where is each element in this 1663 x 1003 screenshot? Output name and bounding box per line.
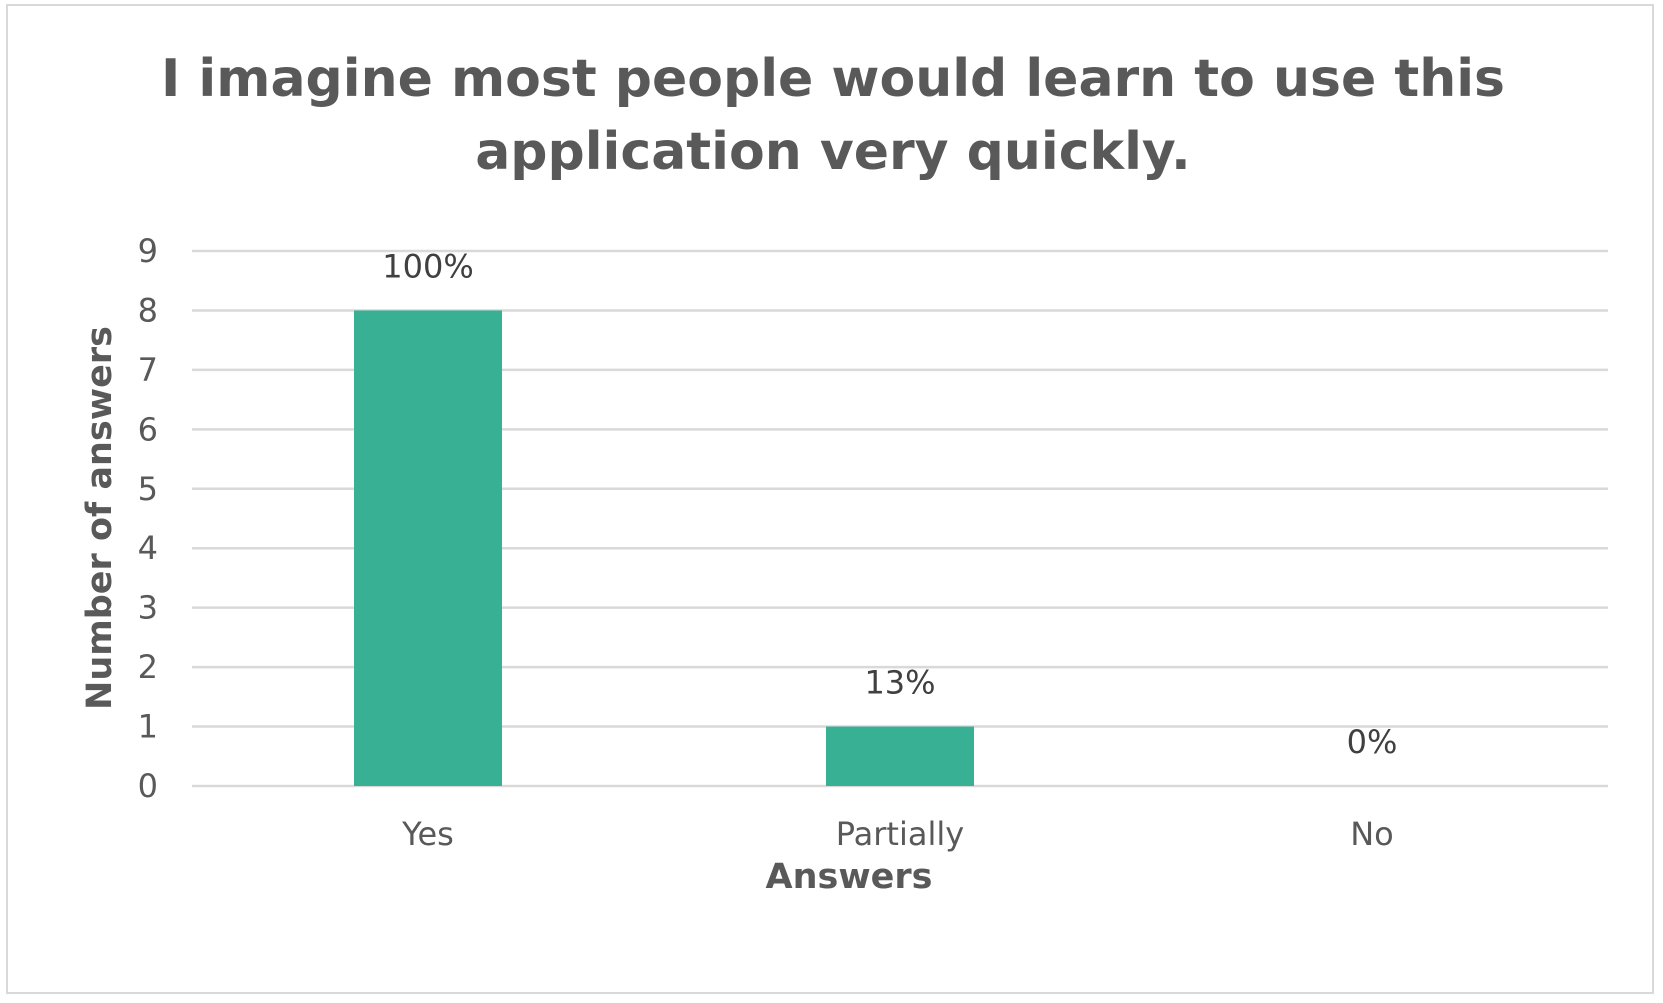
y-axis-title: Number of answers [80,326,120,710]
y-tick-label-4: 4 [138,529,158,567]
bar-yes [354,310,502,786]
x-tick-label-no: No [1350,815,1394,853]
y-tick-label-6: 6 [138,410,158,448]
y-tick-label-0: 0 [138,767,158,805]
bar-partially [826,726,974,786]
bar-chart: I imagine most people would learn to use… [80,49,1608,897]
data-labels: 100% 13% 0% [382,247,1397,761]
x-axis-tick-labels: Yes Partially No [401,815,1394,853]
x-tick-label-partially: Partially [836,815,964,853]
y-tick-label-9: 9 [138,232,158,270]
y-tick-label-5: 5 [138,470,158,508]
data-label-partially: 13% [864,664,935,702]
data-label-no: 0% [1347,723,1398,761]
data-label-yes: 100% [382,247,473,285]
bars [354,310,974,786]
y-tick-label-2: 2 [138,648,158,686]
x-axis-title: Answers [765,857,932,897]
chart-title-line-1: I imagine most people would learn to use… [161,49,1505,109]
y-tick-label-1: 1 [138,708,158,746]
chart-frame: I imagine most people would learn to use… [6,4,1654,994]
chart-title-line-2: application very quickly. [475,122,1191,182]
y-tick-label-7: 7 [138,351,158,389]
y-axis-tick-labels: 0 1 2 3 4 5 6 7 8 9 [138,232,158,805]
y-tick-label-8: 8 [138,291,158,329]
y-tick-label-3: 3 [138,589,158,627]
x-tick-label-yes: Yes [401,815,454,853]
